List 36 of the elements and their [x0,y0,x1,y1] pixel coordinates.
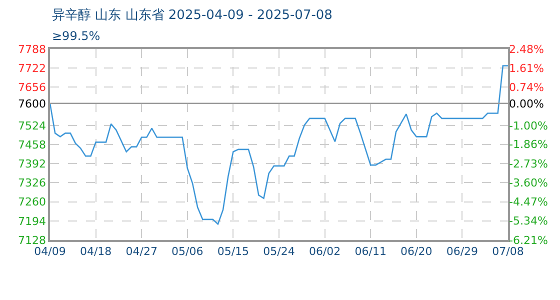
x-tick-label: 05/24 [263,244,295,258]
x-tick-label: 05/06 [172,244,204,258]
y-tick-label: 7392 [18,157,46,170]
x-tick-label: 06/29 [446,244,478,258]
chart-title: 异辛醇 山东 山东省 2025-04-09 - 2025-07-08 [52,8,332,23]
y-tick-label: 7458 [18,138,46,152]
y2-tick-label: -6.21% [509,234,548,247]
x-tick-label: 04/27 [126,244,158,258]
y-tick-label: 7722 [18,62,46,75]
y2-tick-label: -1.86% [509,138,548,152]
x-tick-label: 04/18 [80,244,112,258]
y-tick-label: 7788 [18,42,46,56]
y2-tick-label: 0.74% [509,81,544,94]
y2-tick-label: -1.00% [509,119,548,132]
x-tick-label: 06/02 [308,244,341,258]
y-tick-label: 7326 [18,176,46,190]
y2-tick-label: 1.61% [509,62,544,75]
y-tick-label: 7128 [18,234,46,247]
x-tick-label: 04/09 [34,244,66,258]
y-tick-label: 7260 [18,196,46,209]
y2-tick-label: 0.00% [509,97,544,110]
y2-tick-label: -5.34% [509,214,548,228]
y2-tick-label: 2.48% [509,42,544,56]
x-tick-label: 06/20 [400,244,432,258]
x-tick-label: 07/08 [492,244,524,258]
x-tick-label: 05/15 [217,244,250,258]
y2-tick-label: -3.60% [509,176,548,190]
line-series [50,65,508,225]
y-tick-label: 7656 [18,81,46,94]
y-tick-label: 7194 [18,214,46,228]
y2-tick-label: -2.73% [509,157,548,170]
y-tick-label: 7524 [18,119,46,132]
y-tick-label: 7600 [18,97,46,110]
y2-tick-label: -4.47% [509,196,548,209]
x-tick-label: 06/11 [354,244,386,258]
chart-subtitle: ≥99.5% [52,29,100,43]
